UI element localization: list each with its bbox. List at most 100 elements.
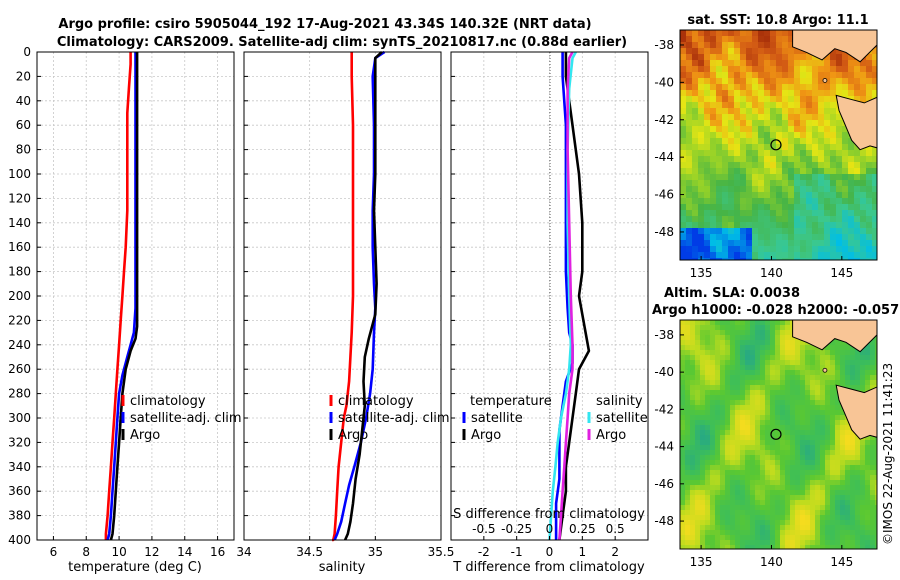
m1-cell (830, 258, 837, 260)
m2-cell (690, 405, 696, 411)
m2-cell (820, 385, 826, 391)
m2-cell (800, 345, 806, 351)
m2-cell (685, 495, 691, 501)
m2-cell (690, 400, 696, 406)
m1-cell (692, 126, 699, 133)
m2-cell (870, 500, 876, 506)
m2-cell (680, 470, 686, 476)
m2-cell (700, 400, 706, 406)
m1-cell (722, 246, 729, 253)
m1-cell (746, 132, 753, 139)
m2-cell (690, 510, 696, 516)
m2-cell (685, 465, 691, 471)
m2-cell (865, 525, 871, 531)
m2-cell (685, 380, 691, 386)
m1-cell (788, 66, 795, 73)
m1-cell (836, 156, 843, 163)
m1-cell (764, 162, 771, 169)
m2-cell (755, 445, 761, 451)
m1-cell (740, 96, 747, 103)
m1-cell (680, 138, 687, 145)
m2-cell (860, 465, 866, 471)
m2-cell (845, 380, 851, 386)
m1-cell (800, 66, 807, 73)
m1-cell (704, 72, 711, 79)
m2-cell (770, 545, 776, 549)
m1-cell (866, 72, 873, 79)
m1-cell (788, 60, 795, 67)
m1-cell (740, 216, 747, 223)
m2-cell (725, 505, 731, 511)
m2-cell (765, 370, 771, 376)
m2-cell (805, 530, 811, 536)
m1-cell (788, 192, 795, 199)
m2-cell (715, 390, 721, 396)
m2-cell (700, 470, 706, 476)
m1-cell (734, 228, 741, 235)
m2-cell (835, 350, 841, 356)
m2-cell (800, 520, 806, 526)
m2-cell (805, 395, 811, 401)
m1-cell (842, 84, 849, 91)
m2-cell (870, 530, 876, 536)
m2-cell (755, 520, 761, 526)
m2-cell (805, 465, 811, 471)
m2-cell (835, 495, 841, 501)
m2-cell (710, 345, 716, 351)
m2-cell (855, 500, 861, 506)
m2-cell (735, 355, 741, 361)
m2-cell (875, 455, 877, 461)
m2-cell (825, 405, 831, 411)
m2-cell (855, 505, 861, 511)
m1-cell (698, 36, 705, 43)
m2-cell (750, 465, 756, 471)
m2-cell (700, 405, 706, 411)
m2-cell (780, 535, 786, 541)
m2-cell (835, 500, 841, 506)
m2-cell (785, 350, 791, 356)
m2-cell (700, 445, 706, 451)
m1-cell (710, 204, 717, 211)
m2-cell (805, 510, 811, 516)
m1-cell (818, 114, 825, 121)
m1-cell (794, 96, 801, 103)
m2-cell (740, 385, 746, 391)
m1-cell (782, 114, 789, 121)
m2-cell (860, 545, 866, 549)
m1-cell (872, 150, 877, 157)
m2-cell (710, 500, 716, 506)
m2-cell (680, 540, 686, 546)
m1-cell (692, 240, 699, 247)
m2-cell (730, 370, 736, 376)
m1-cell (740, 240, 747, 247)
m2-cell (695, 445, 701, 451)
m1-cell (788, 108, 795, 115)
m2-cell (810, 510, 816, 516)
m2-cell (735, 400, 741, 406)
m2-cell (765, 455, 771, 461)
p2-series-line-argo (343, 51, 383, 541)
m1-cell (806, 96, 813, 103)
m2-cell (765, 520, 771, 526)
m2-cell (845, 540, 851, 546)
m1-cell (782, 90, 789, 97)
m1-cell (794, 192, 801, 199)
m1-cell (842, 66, 849, 73)
m1-cell (686, 84, 693, 91)
m2-cell (720, 325, 726, 331)
m1-cell (824, 216, 831, 223)
m2-cell (795, 430, 801, 436)
m2-cell (740, 545, 746, 549)
m2-cell (760, 400, 766, 406)
m1-cell (854, 210, 861, 217)
m1-land-tasmania (835, 94, 877, 151)
m1-cell (752, 126, 759, 133)
m2-cell (740, 455, 746, 461)
m1-cell (854, 246, 861, 253)
m2-cell (835, 520, 841, 526)
m2-cell (825, 355, 831, 361)
m2-cell (685, 400, 691, 406)
m2-cell (875, 500, 877, 506)
m2-cell (770, 370, 776, 376)
m2-cell (690, 355, 696, 361)
